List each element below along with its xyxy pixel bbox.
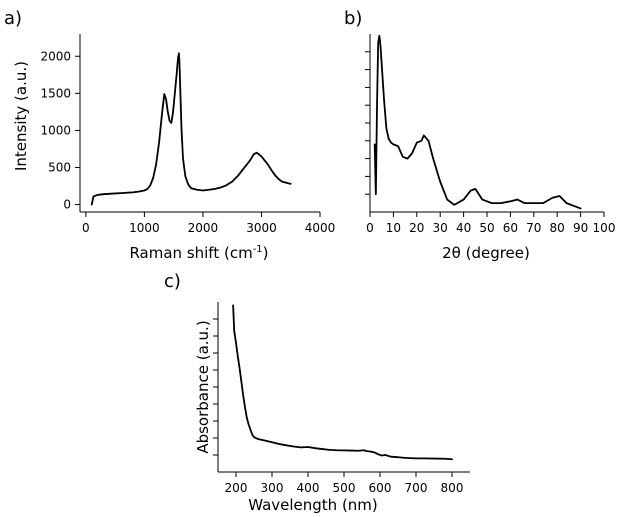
x-tick-label: 90 — [573, 221, 588, 235]
x-tick-label: 700 — [405, 481, 428, 495]
x-tick-label: 0 — [82, 221, 90, 235]
y-tick-label: 1000 — [40, 123, 71, 137]
x-tick-label: 20 — [409, 221, 424, 235]
y-tick-label: 2000 — [40, 49, 71, 63]
panel-b-label: b) — [344, 8, 362, 29]
x-tick-label: 2000 — [188, 221, 219, 235]
panel-b-plot-area — [369, 34, 604, 213]
x-tick-label: 800 — [441, 481, 464, 495]
panel-a-plot-area — [79, 34, 320, 213]
x-tick-label: 500 — [333, 481, 356, 495]
x-tick-label: 70 — [526, 221, 541, 235]
panel-c-series-line — [232, 304, 453, 461]
panel-c-y-ticks — [213, 318, 218, 456]
y-tick-label: 1500 — [40, 86, 71, 100]
panel-b-x-axis-label: 2θ (degree) — [442, 244, 530, 262]
x-tick-label: 100 — [593, 221, 616, 235]
x-tick-label: 60 — [503, 221, 518, 235]
panel-c-y-axis-label: Absorbance (a.u.) — [194, 320, 212, 453]
panel-c-x-axis-label: Wavelength (nm) — [248, 496, 378, 514]
x-tick-label: 10 — [386, 221, 401, 235]
x-tick-label: 30 — [433, 221, 448, 235]
y-tick-label: 500 — [48, 161, 71, 175]
panel-b-series-line — [373, 34, 582, 210]
x-tick-label: 50 — [479, 221, 494, 235]
x-tick-label: 400 — [297, 481, 320, 495]
panel-b-x-ticks: 0 10 20 30 40 50 60 70 80 90 100 — [366, 212, 615, 235]
x-tick-label: 0 — [366, 221, 374, 235]
panel-a-y-ticks: 0 500 1000 1500 2000 — [40, 49, 80, 212]
panel-a-series-line — [90, 52, 292, 206]
panel-a-y-axis-label: Intensity (a.u.) — [12, 61, 30, 171]
x-tick-label: 1000 — [129, 221, 160, 235]
panel-a-raman-chart: a) Raman shift (cm-1) Intensity (a.u.) 0… — [4, 8, 335, 262]
y-tick-label: 0 — [63, 198, 71, 212]
x-tick-label: 80 — [550, 221, 565, 235]
x-tick-label: 300 — [261, 481, 284, 495]
x-tick-label: 200 — [225, 481, 248, 495]
panel-b-xrd-chart: b) 2θ (degree) 0 10 20 30 40 50 60 70 80 90 100 — [344, 8, 615, 262]
x-tick-label: 3000 — [246, 221, 277, 235]
panel-b-y-ticks — [365, 51, 370, 195]
panel-a-x-ticks: 0 1000 2000 3000 4000 — [82, 212, 335, 235]
panel-c-uvvis-chart: c) Wavelength (nm) Absorbance (a.u.) 200… — [164, 271, 470, 514]
x-tick-label: 600 — [369, 481, 392, 495]
panel-a-label: a) — [4, 8, 22, 29]
panel-c-x-ticks: 200 300 400 500 600 700 800 — [225, 472, 464, 495]
panel-c-plot-area — [217, 302, 470, 473]
x-tick-label: 40 — [456, 221, 471, 235]
panel-a-x-axis-label: Raman shift (cm-1) — [129, 244, 268, 262]
panel-c-label: c) — [164, 271, 181, 292]
x-tick-label: 4000 — [305, 221, 336, 235]
